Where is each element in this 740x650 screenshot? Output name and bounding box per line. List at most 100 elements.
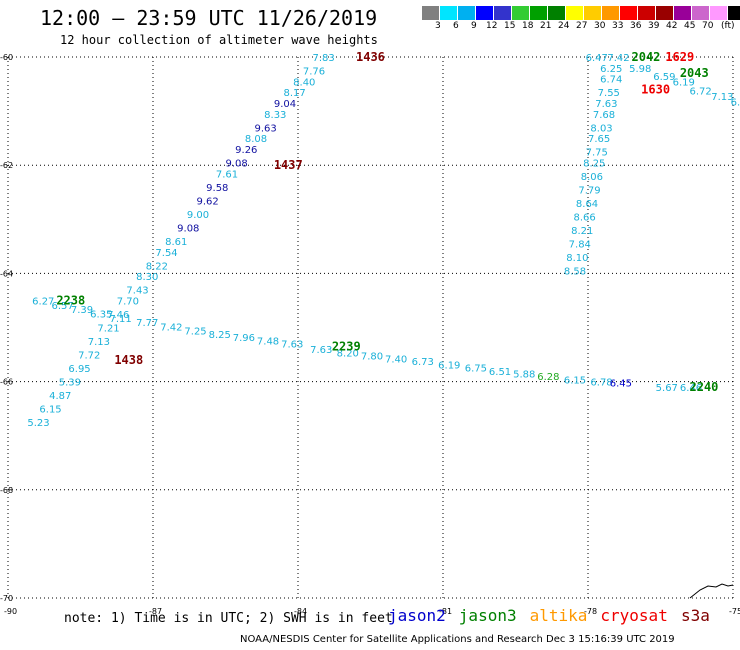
- wave-height-value: 8.20: [337, 348, 359, 359]
- legend-label: 12: [486, 21, 498, 31]
- wave-height-value: 7.42: [160, 322, 182, 333]
- wave-height-value: 7.96: [233, 333, 255, 344]
- legend-swatch: [458, 6, 475, 20]
- wave-height-value: 8.25: [583, 158, 605, 169]
- x-tick-label: -87: [149, 607, 162, 616]
- wave-height-value: 8.08: [245, 134, 267, 145]
- wave-height-value: 7.79: [578, 186, 600, 197]
- wave-height-value: 8.25: [209, 330, 231, 341]
- legend-swatch: [422, 6, 439, 20]
- y-tick-label: -68: [0, 486, 13, 495]
- wave-height-value: 6.15: [39, 405, 61, 416]
- wave-height-value: 7.84: [569, 240, 591, 251]
- wave-height-value: 6.27: [32, 296, 54, 307]
- wave-height-value: 7.63: [310, 345, 332, 356]
- wave-height-value: 5.67: [656, 383, 678, 394]
- wave-height-value: 5.98: [629, 64, 651, 75]
- wave-height-value: 7.39: [71, 305, 93, 316]
- legend-label: 6: [453, 21, 459, 31]
- wave-height-value: 7.68: [593, 110, 615, 121]
- pass-time-label: 2239: [332, 339, 361, 353]
- wave-height-value: 5.23: [27, 418, 49, 429]
- legend-label: 21: [540, 21, 552, 31]
- satellite-jason3: jason3: [458, 606, 517, 625]
- axis-ticks: -90 -87 -84 -81 -78 -75 -60 -62 -64 -66 -68 -70: [0, 53, 740, 616]
- wave-height-value: 6.19: [673, 77, 695, 88]
- wave-height-value: 7.65: [588, 134, 610, 145]
- map-grid: [7, 56, 734, 599]
- wave-height-value: 7.21: [97, 324, 119, 335]
- color-legend: [422, 6, 740, 20]
- pass-time-label: 2043: [680, 66, 709, 80]
- wave-height-value: 6.59: [653, 72, 675, 83]
- legend-swatch: [512, 6, 529, 20]
- wave-height-value: 4.87: [49, 391, 71, 402]
- pass-time-label: 1438: [114, 353, 143, 367]
- wave-height-value: 6.75: [465, 364, 487, 375]
- x-tick-label: -78: [584, 607, 597, 616]
- y-tick-label: -66: [0, 378, 13, 387]
- wave-height-value: 6.78: [590, 378, 612, 389]
- legend-swatch: [584, 6, 601, 20]
- wave-height-value: 8.06: [581, 172, 603, 183]
- legend-swatch: [728, 6, 740, 20]
- pass-time-label: 1630: [641, 82, 670, 96]
- pass-time-label: 2042: [632, 50, 661, 64]
- legend-swatch: [476, 6, 493, 20]
- wave-height-value: 6.45: [610, 379, 632, 390]
- satellite-altika: altika: [529, 606, 588, 625]
- page-title: 12:00 — 23:59 UTC 11/26/2019: [40, 6, 378, 30]
- legend-label: 24: [558, 21, 570, 31]
- legend-swatch: [710, 6, 727, 20]
- legend-swatch: [548, 6, 565, 20]
- legend-swatch: [620, 6, 637, 20]
- wave-height-value: 7.11: [110, 314, 132, 325]
- legend-swatch: [530, 6, 547, 20]
- wave-height-value: 7.13: [88, 337, 110, 348]
- wave-height-value: 7.70: [117, 296, 139, 307]
- wave-height-value: 7.72: [78, 351, 100, 362]
- wave-height-value: 7.76: [303, 67, 325, 78]
- wave-height-value: 6.47: [586, 53, 608, 64]
- pass-time-label: 2238: [56, 293, 85, 307]
- time-labels: 1436 1437 1438 2238 2239 2240 2042 1629 2043 1630: [56, 50, 718, 394]
- legend-label: 45: [684, 21, 696, 31]
- x-tick-label: -81: [439, 607, 452, 616]
- wave-height-value: 8.03: [590, 123, 612, 134]
- legend-swatch: [638, 6, 655, 20]
- wave-height-value: 8.58: [564, 267, 586, 278]
- wave-height-value: 8.30: [136, 272, 158, 283]
- legend-label: 33: [612, 21, 624, 31]
- y-tick-label: -60: [0, 53, 13, 62]
- wave-height-value: 6.72: [690, 87, 712, 98]
- wave-height-value: 8.33: [264, 110, 286, 121]
- wave-height-value: 6.74: [600, 75, 622, 86]
- wave-height-value: 9.58: [206, 183, 228, 194]
- credit-footer: NOAA/NESDIS Center for Satellite Applica…: [240, 634, 675, 645]
- wave-height-value: 8.22: [146, 261, 168, 272]
- wave-height-value: 6.28: [537, 372, 559, 383]
- wave-height-value: 9.08: [226, 158, 248, 169]
- wave-height-value: 9.63: [255, 123, 277, 134]
- wave-height-value: 6.57: [52, 301, 74, 312]
- legend-swatch: [656, 6, 673, 20]
- legend-label: 27: [576, 21, 588, 31]
- pass-time-label: 1436: [356, 50, 385, 64]
- legend-swatch: [674, 6, 691, 20]
- legend-label: 39: [648, 21, 660, 31]
- wave-height-value: 8.66: [574, 213, 596, 224]
- wave-height-value: 5.39: [59, 378, 81, 389]
- wave-height-value: 5.88: [513, 369, 535, 380]
- wave-height-value: 7.42: [607, 53, 629, 64]
- pass-time-label: 2240: [690, 380, 719, 394]
- wave-height-value: 7.63: [281, 340, 303, 351]
- pass-time-label: 1437: [274, 158, 303, 172]
- satellite-jason2: jason2: [388, 606, 446, 625]
- satellite-cryosat: cryosat: [600, 606, 668, 625]
- footnote: note: 1) Time is in UTC; 2) SWH is in fe…: [64, 611, 393, 626]
- legend-swatch: [602, 6, 619, 20]
- legend-swatch: [494, 6, 511, 20]
- legend-label: 3: [435, 21, 441, 31]
- page-subtitle: 12 hour collection of altimeter wave hei…: [60, 33, 378, 47]
- wave-height-value: 7.83: [313, 53, 335, 64]
